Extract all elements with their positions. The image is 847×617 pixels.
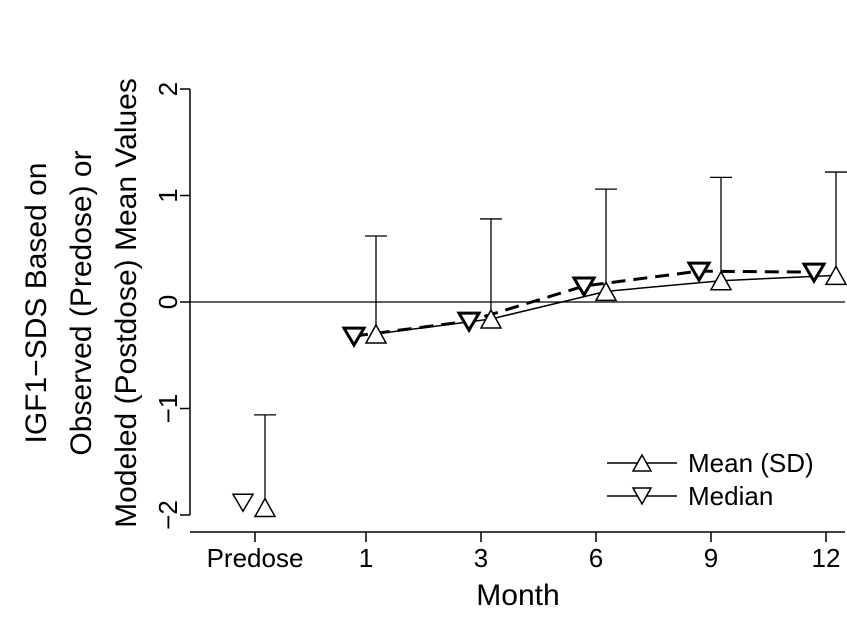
y-axis-title-line-1: IGF1−SDS Based on: [20, 163, 53, 444]
median-marker: [801, 262, 827, 285]
x-tick-label: 9: [704, 543, 718, 573]
legend-entry-median: Median: [607, 481, 773, 511]
legend-entry-mean: Mean (SD): [607, 448, 814, 478]
y-tick-label: 2: [153, 82, 183, 96]
median-marker: [341, 326, 367, 349]
legend-label-mean: Mean (SD): [688, 448, 814, 478]
median-marker: [571, 276, 597, 298]
legend: Mean (SD) Median: [607, 448, 814, 511]
x-tick-label: Predose: [207, 543, 304, 573]
y-axis-title-line-2: Observed (Predose) or: [65, 150, 98, 455]
x-ticks: Predose 1 3 6 9 12: [207, 532, 841, 573]
y-axis-title: IGF1−SDS Based on Observed (Predose) or …: [20, 78, 143, 528]
median-marker: [686, 261, 712, 284]
legend-triangle-down-icon: [631, 487, 653, 506]
mean-marker: [824, 264, 847, 286]
y-tick-label: −2: [153, 500, 183, 530]
mean-marker: [594, 280, 618, 302]
x-tick-label: 6: [589, 543, 603, 573]
mean-marker: [479, 308, 503, 329]
y-axis-title-line-3: Modeled (Postdose) Mean Values: [110, 78, 143, 528]
series-layer: [231, 171, 847, 518]
x-tick-label: 1: [359, 543, 373, 573]
x-tick-label: 3: [474, 543, 488, 573]
median-marker: [456, 311, 482, 334]
y-tick-label: 0: [153, 295, 183, 309]
y-tick-label: 1: [153, 188, 183, 202]
x-tick-label: 12: [812, 543, 841, 573]
mean-marker: [253, 497, 277, 518]
y-tick-label: −1: [153, 394, 183, 424]
mean-marker: [364, 323, 388, 344]
legend-label-median: Median: [688, 481, 773, 511]
median-series-line: [353, 269, 815, 338]
mean-marker: [709, 270, 733, 291]
legend-triangle-up-icon: [631, 453, 653, 472]
y-ticks: −2 −1 0 1 2: [153, 82, 190, 530]
median-marker: [231, 493, 255, 513]
x-axis-title: Month: [476, 579, 559, 612]
